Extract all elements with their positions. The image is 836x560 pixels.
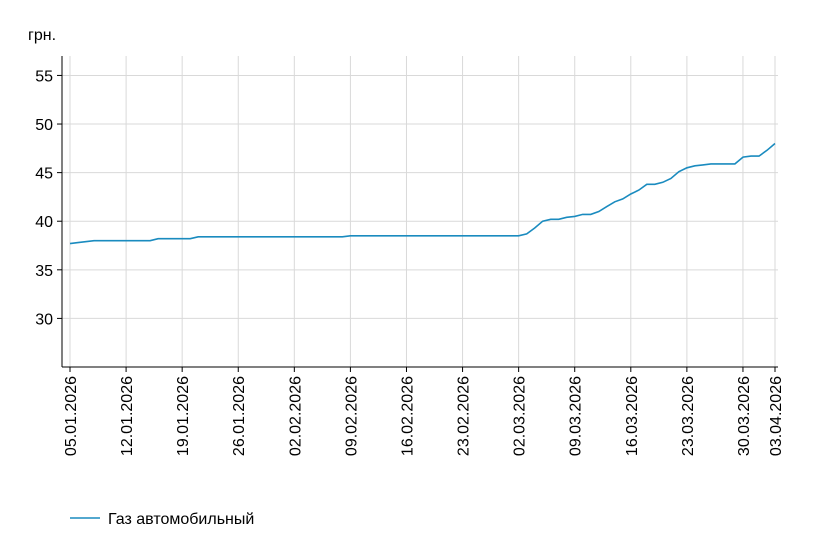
x-tick-label: 02.03.2026 (512, 376, 529, 456)
x-tick-label: 03.04.2026 (768, 376, 785, 456)
x-tick-label: 09.02.2026 (343, 376, 360, 456)
x-tick-label: 02.02.2026 (287, 376, 304, 456)
legend-label: Газ автомобильный (108, 511, 254, 528)
y-tick-label: 35 (35, 263, 53, 280)
y-axis-label: грн. (28, 27, 56, 44)
series-line (69, 142, 776, 245)
x-tick-label: 05.01.2026 (63, 376, 80, 456)
y-tick-label: 30 (35, 311, 53, 328)
x-tick-label: 26.01.2026 (231, 376, 248, 456)
y-tick-label: 45 (35, 166, 53, 183)
x-tick-label: 16.03.2026 (624, 376, 641, 456)
y-tick-label: 55 (35, 68, 53, 85)
x-tick-label: 23.02.2026 (456, 376, 473, 456)
x-tick-label: 19.01.2026 (175, 376, 192, 456)
x-tick-label: 30.03.2026 (736, 376, 753, 456)
x-tick-label: 09.03.2026 (568, 376, 585, 456)
y-tick-label: 50 (35, 117, 53, 134)
y-tick-label: 40 (35, 214, 53, 231)
x-tick-label: 12.01.2026 (119, 376, 136, 456)
x-tick-label: 16.02.2026 (399, 376, 416, 456)
x-tick-label: 23.03.2026 (680, 376, 697, 456)
